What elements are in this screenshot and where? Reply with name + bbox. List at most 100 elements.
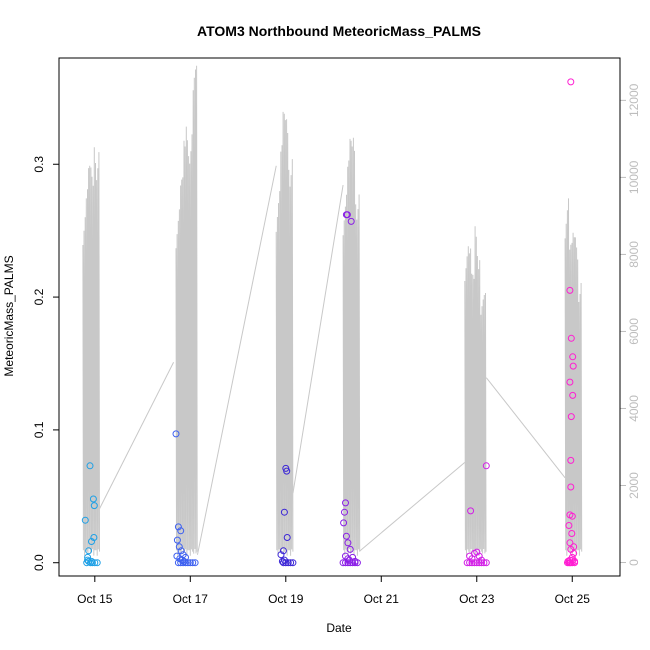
data-points bbox=[81, 78, 579, 567]
data-point-s5-2 bbox=[482, 462, 490, 470]
x-axis-label: Date bbox=[326, 621, 352, 635]
altitude-transit-5 bbox=[485, 377, 566, 479]
data-point-s4-5 bbox=[341, 508, 348, 516]
y2-tick-label-2: 2000 bbox=[627, 472, 641, 499]
x-tick-label-3: Oct 19 bbox=[268, 592, 304, 606]
data-point-s2-5 bbox=[175, 543, 183, 551]
y2-tick-label-1: 0 bbox=[627, 559, 641, 566]
altitude-flight-2 bbox=[175, 65, 198, 556]
altitude-flight-3 bbox=[275, 111, 294, 556]
data-point-s6-29 bbox=[564, 557, 572, 565]
data-point-s1-7 bbox=[90, 502, 98, 510]
y-tick-label-3: 0.2 bbox=[32, 288, 46, 305]
altitude-transit-4 bbox=[359, 462, 466, 552]
data-point-s3-10 bbox=[287, 559, 295, 567]
data-point-s6-4 bbox=[569, 353, 577, 361]
y2-tick-label-6: 10000 bbox=[627, 160, 641, 194]
data-point-s5-17 bbox=[478, 556, 485, 564]
data-point-s4-6 bbox=[340, 519, 348, 527]
data-point-s2-3 bbox=[177, 527, 185, 535]
data-point-s2-2 bbox=[174, 523, 182, 531]
data-point-s4-13 bbox=[339, 559, 347, 567]
data-point-s5-6 bbox=[475, 552, 483, 560]
altitude-trace bbox=[82, 65, 583, 556]
data-point-s1-13 bbox=[91, 559, 99, 567]
data-point-s3-11 bbox=[289, 559, 297, 567]
data-point-s5-16 bbox=[468, 555, 476, 563]
altitude-transit-1 bbox=[99, 362, 175, 509]
data-point-s3-3 bbox=[280, 508, 288, 516]
data-point-s2-4 bbox=[173, 536, 181, 544]
data-point-s3-12 bbox=[280, 556, 288, 564]
altitude-transit-3 bbox=[292, 185, 344, 494]
data-point-s1-2 bbox=[84, 553, 92, 561]
data-point-s2-15 bbox=[189, 559, 197, 567]
data-point-s4-8 bbox=[344, 539, 352, 547]
data-point-s2-13 bbox=[184, 559, 192, 567]
data-point-s6-3 bbox=[567, 334, 575, 342]
data-point-s6-7 bbox=[569, 391, 577, 399]
data-point-s6-18 bbox=[570, 549, 578, 557]
data-point-s6-27 bbox=[569, 556, 577, 564]
plot-frame bbox=[58, 57, 621, 577]
data-point-s6-5 bbox=[569, 362, 577, 370]
data-point-s1-4 bbox=[86, 462, 94, 470]
altitude-flight-4 bbox=[342, 137, 361, 556]
data-point-s3-6 bbox=[277, 551, 285, 559]
data-point-s2-6 bbox=[177, 547, 185, 555]
data-point-s1-16 bbox=[88, 557, 95, 565]
data-point-s1-8 bbox=[90, 534, 98, 541]
data-point-s6-12 bbox=[568, 512, 576, 520]
data-point-s2-16 bbox=[191, 559, 199, 567]
x-tick-label-1: Oct 15 bbox=[77, 592, 113, 606]
altitude-flight-1 bbox=[82, 147, 100, 556]
x-tick-label-2: Oct 17 bbox=[173, 592, 209, 606]
y2-tick-label-3: 4000 bbox=[627, 395, 641, 422]
y-tick-label-1: 0.0 bbox=[32, 554, 46, 571]
data-point-s6-10 bbox=[567, 483, 575, 491]
data-point-s1-3 bbox=[85, 547, 93, 555]
data-point-s4-9 bbox=[346, 545, 354, 553]
axes: Oct 15 Oct 17 Oct 19 Oct 21 Oct 23 Oct 25 0.0 0… bbox=[32, 83, 641, 606]
data-point-s4-15 bbox=[344, 559, 352, 567]
data-point-s6-28 bbox=[571, 557, 579, 565]
data-point-s5-7 bbox=[463, 559, 471, 567]
data-point-s6-9 bbox=[567, 456, 575, 464]
data-point-s6-14 bbox=[568, 530, 576, 537]
data-point-s4-2 bbox=[343, 211, 351, 219]
y-tick-label-2: 0.1 bbox=[32, 421, 46, 438]
data-point-s6-15 bbox=[566, 539, 574, 547]
data-point-s5-1 bbox=[467, 507, 475, 515]
altitude-flight-6 bbox=[564, 198, 583, 556]
data-point-s6-8 bbox=[567, 413, 575, 421]
data-point-s4-4 bbox=[342, 499, 349, 507]
data-point-s4-21 bbox=[351, 557, 359, 565]
y2-tick-label-4: 6000 bbox=[627, 318, 641, 345]
data-point-s4-14 bbox=[342, 559, 349, 567]
y2-tick-label-5: 8000 bbox=[627, 241, 641, 268]
data-point-s1-6 bbox=[89, 495, 97, 503]
data-point-s6-1 bbox=[567, 78, 575, 86]
y-axis-label: MeteoricMass_PALMS bbox=[2, 255, 16, 376]
data-point-s3-4 bbox=[283, 534, 291, 541]
altitude-flight-5 bbox=[464, 226, 487, 556]
y-tick-label-4: 0.3 bbox=[32, 156, 46, 173]
data-point-s6-6 bbox=[566, 378, 574, 386]
data-point-s6-13 bbox=[565, 522, 573, 529]
x-tick-label-6: Oct 25 bbox=[555, 592, 591, 606]
data-point-s5-13 bbox=[478, 559, 485, 567]
x-tick-label-5: Oct 23 bbox=[459, 592, 495, 606]
data-point-s4-3 bbox=[347, 217, 355, 225]
chart-title: ATOM3 Northbound MeteoricMass_PALMS bbox=[197, 23, 481, 39]
data-point-s2-1 bbox=[172, 430, 180, 438]
data-point-s1-1 bbox=[81, 516, 89, 524]
data-point-s4-7 bbox=[342, 532, 350, 540]
data-point-s1-15 bbox=[84, 556, 92, 564]
data-point-s5-9 bbox=[468, 559, 476, 567]
data-point-s3-2 bbox=[283, 467, 291, 475]
altitude-transit-2 bbox=[196, 165, 277, 555]
data-point-s6-26 bbox=[566, 556, 574, 564]
x-tick-label-4: Oct 21 bbox=[364, 592, 400, 606]
data-point-s6-2 bbox=[566, 286, 574, 294]
